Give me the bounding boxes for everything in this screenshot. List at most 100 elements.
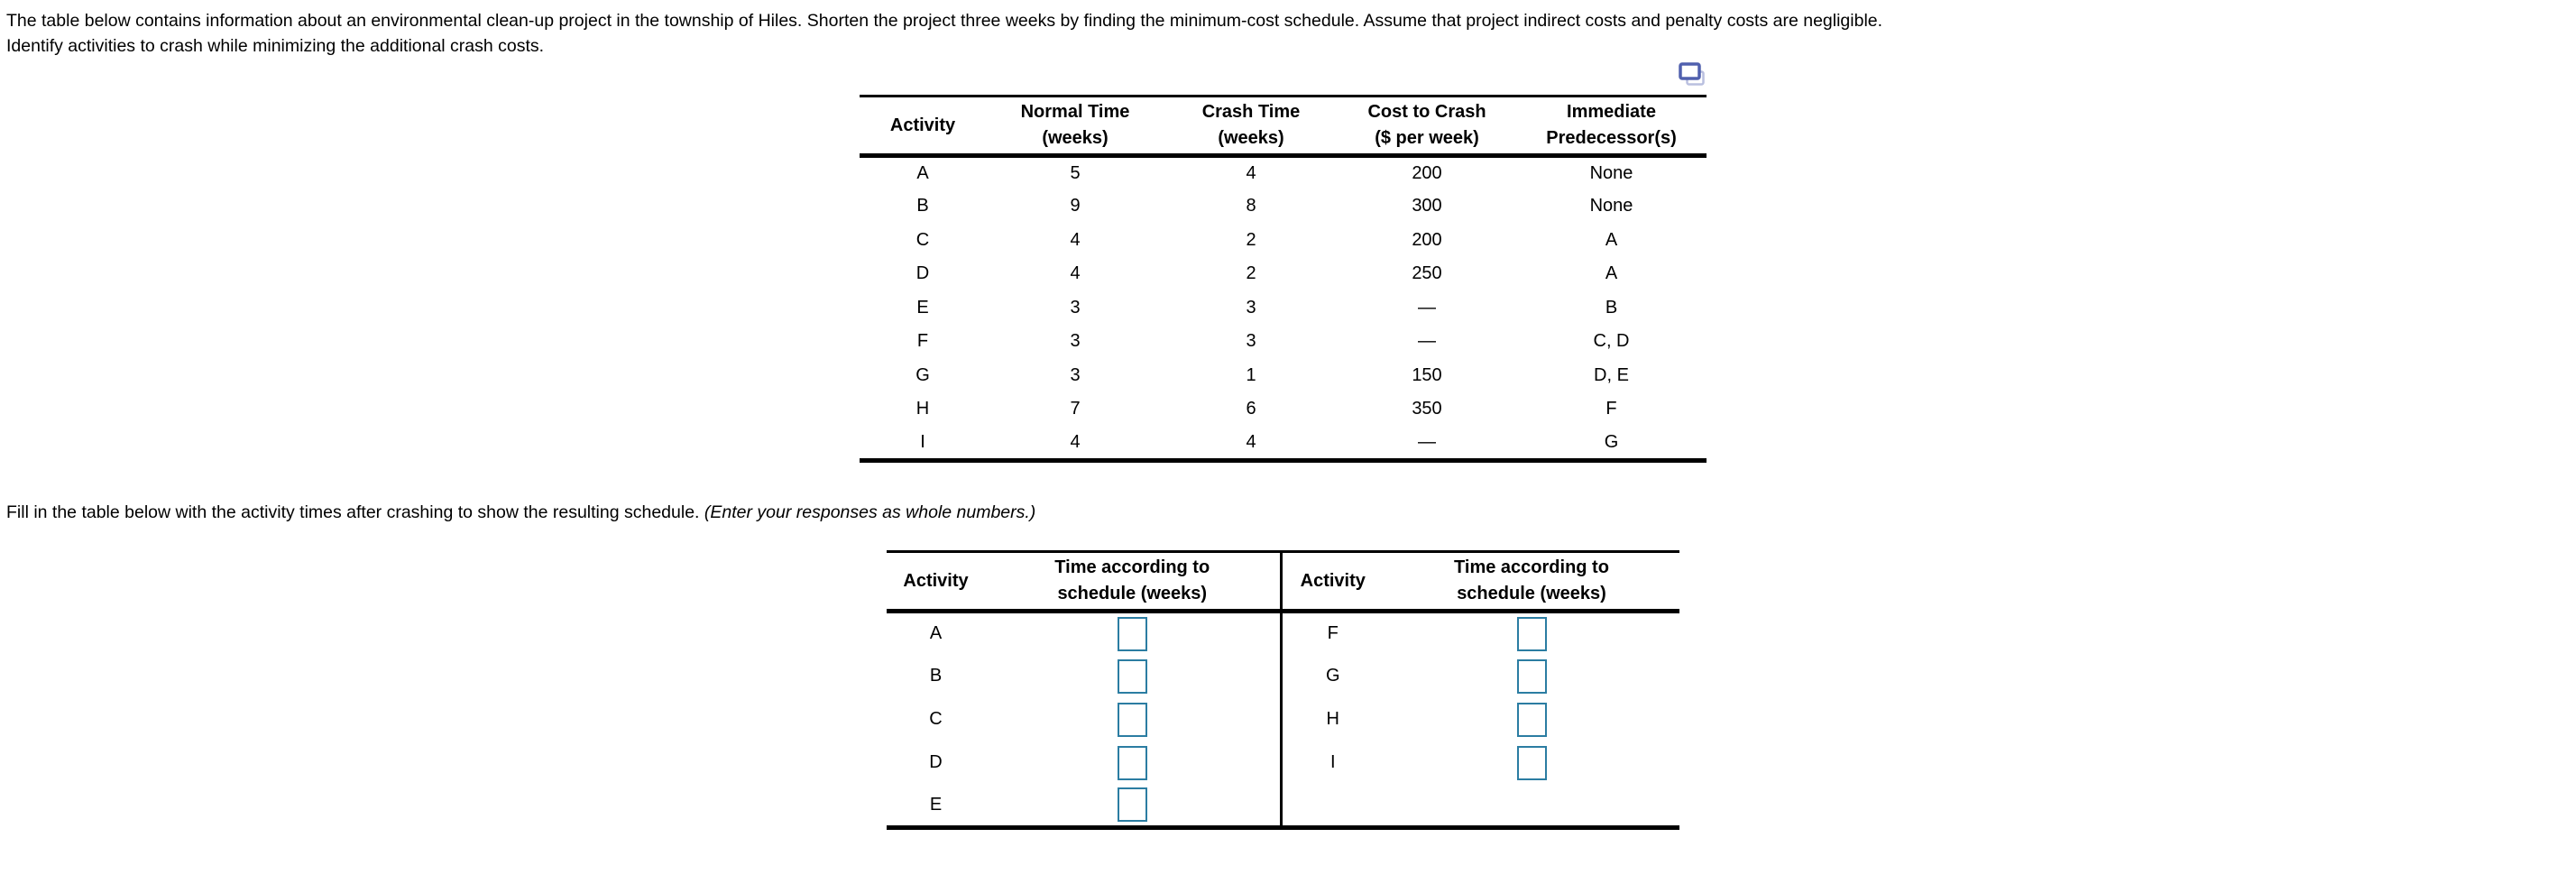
answer-input-f[interactable] <box>1516 616 1547 651</box>
cell-activity: A <box>929 623 943 644</box>
header-activity-right: Activity <box>1279 551 1384 613</box>
cell-activity: D <box>929 752 943 772</box>
question-line-2: Identify activities to crash while minim… <box>6 36 545 56</box>
table-row: F 3 3 — C, D <box>860 325 1707 359</box>
cell-activity: I <box>920 431 925 452</box>
schedule-fill-in-table: Activity Time according to schedule (wee… <box>887 550 1679 830</box>
cell-empty <box>1384 785 1679 828</box>
cell-normal: 4 <box>1070 229 1081 250</box>
table-row: H 7 6 350 F <box>860 392 1707 427</box>
answer-input-e[interactable] <box>1117 787 1147 823</box>
cell-activity: D <box>915 263 930 284</box>
cell-pred: G <box>1604 431 1619 452</box>
cell-time-input <box>1384 655 1679 698</box>
header-row: Activity Time according to schedule (wee… <box>887 551 1679 613</box>
schedule-table-header: Activity Time according to schedule (wee… <box>887 551 1679 613</box>
header-time-right: Time according to schedule (weeks) <box>1384 551 1679 613</box>
cell-activity: C <box>929 709 943 729</box>
answer-input-h[interactable] <box>1516 702 1547 737</box>
open-table-in-popup-icon[interactable] <box>1679 62 1707 89</box>
table-row: E 3 3 — B <box>860 291 1707 326</box>
cell-pred: A <box>1605 229 1618 250</box>
cell-pred: B <box>1605 297 1618 318</box>
table-row: I 4 4 — G <box>860 427 1707 461</box>
cell-activity: G <box>1279 654 1384 698</box>
answer-input-c[interactable] <box>1117 702 1147 737</box>
cell-cost: 150 <box>1412 364 1442 385</box>
cell-crash: 3 <box>1246 297 1256 318</box>
answer-input-d[interactable] <box>1117 745 1147 780</box>
fill-instruction-note: (Enter your responses as whole numbers.) <box>704 502 1036 522</box>
cell-time-input <box>985 612 1281 655</box>
cell-crash: 4 <box>1246 163 1256 183</box>
cell-normal: 7 <box>1070 399 1081 419</box>
header-time-left: Time according to schedule (weeks) <box>985 551 1281 613</box>
answer-input-b[interactable] <box>1117 658 1147 694</box>
cell-activity: E <box>929 794 943 815</box>
cell-time-input <box>985 655 1281 698</box>
cell-time-input <box>985 785 1281 828</box>
cell-crash: 6 <box>1246 399 1256 419</box>
cell-activity: H <box>915 399 930 419</box>
cell-crash: 4 <box>1246 431 1256 452</box>
cell-crash: 1 <box>1246 364 1256 385</box>
cell-normal: 3 <box>1070 331 1081 352</box>
cell-empty <box>1279 784 1384 828</box>
cell-activity: I <box>1279 741 1384 785</box>
fill-instruction: Fill in the table below with the activit… <box>6 500 1035 525</box>
header-crash-time: Crash Time (weeks) <box>1164 96 1338 158</box>
cell-crash: 8 <box>1246 196 1256 216</box>
cell-normal: 4 <box>1070 263 1081 284</box>
question-line-1: The table below contains information abo… <box>6 11 1883 31</box>
cell-normal: 5 <box>1070 163 1081 183</box>
cell-pred: A <box>1605 263 1618 284</box>
header-immediate-predecessors: Immediate Predecessor(s) <box>1516 96 1707 158</box>
cell-activity: F <box>1279 611 1384 655</box>
table-row: A 5 4 200 None <box>860 156 1707 190</box>
cell-pred: F <box>1605 399 1617 419</box>
cell-normal: 4 <box>1070 431 1081 452</box>
cell-normal: 3 <box>1070 364 1081 385</box>
cell-cost: — <box>1418 431 1436 452</box>
cell-activity: H <box>1279 697 1384 741</box>
cell-activity: C <box>915 229 930 250</box>
cell-cost: — <box>1418 297 1436 318</box>
cell-cost: 200 <box>1412 229 1442 250</box>
cell-time-input <box>1384 741 1679 785</box>
answer-input-i[interactable] <box>1516 745 1547 780</box>
table-row: D 4 2 250 A <box>860 257 1707 291</box>
cell-normal: 9 <box>1070 196 1081 216</box>
project-data-table: Activity Normal Time (weeks) Crash Time … <box>860 95 1707 463</box>
cell-time-input <box>1384 698 1679 741</box>
header-activity: Activity <box>860 96 986 158</box>
fill-instruction-text: Fill in the table below with the activit… <box>6 502 704 522</box>
project-table-header: Activity Normal Time (weeks) Crash Time … <box>860 96 1707 158</box>
cell-time-input <box>985 741 1281 785</box>
table-row: C H <box>887 697 1679 741</box>
header-cost-to-crash: Cost to Crash ($ per week) <box>1338 96 1516 158</box>
copy-windows-icon <box>1679 62 1705 86</box>
cell-cost: — <box>1418 331 1436 352</box>
header-activity-left: Activity <box>887 551 985 613</box>
cell-activity: G <box>915 364 930 385</box>
header-row: Activity Normal Time (weeks) Crash Time … <box>860 96 1707 158</box>
cell-cost: 300 <box>1412 196 1442 216</box>
table-row: C 4 2 200 A <box>860 224 1707 258</box>
table-row: G 3 1 150 D, E <box>860 359 1707 393</box>
cell-normal: 3 <box>1070 297 1081 318</box>
table-row: B 9 8 300 None <box>860 189 1707 224</box>
cell-cost: 200 <box>1412 163 1442 183</box>
cell-pred: None <box>1589 196 1633 216</box>
question-text: The table below contains information abo… <box>6 8 1882 59</box>
cell-cost: 250 <box>1412 263 1442 284</box>
table-row: B G <box>887 654 1679 698</box>
cell-time-input <box>1384 612 1679 655</box>
cell-crash: 2 <box>1246 263 1256 284</box>
answer-input-a[interactable] <box>1117 616 1147 651</box>
cell-crash: 2 <box>1246 229 1256 250</box>
cell-time-input <box>985 698 1281 741</box>
cell-pred: D, E <box>1594 364 1629 385</box>
cell-activity: F <box>916 331 929 352</box>
cell-crash: 3 <box>1246 331 1256 352</box>
answer-input-g[interactable] <box>1516 658 1547 694</box>
